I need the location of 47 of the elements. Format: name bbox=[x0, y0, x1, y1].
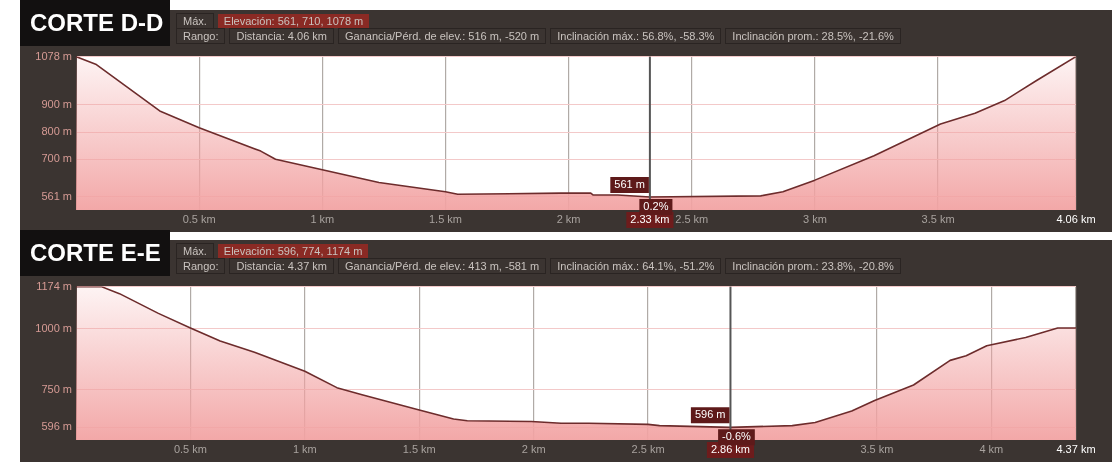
text: Inclinación prom.: 28.5%, -21.6% bbox=[725, 27, 901, 44]
text: Máx. bbox=[176, 242, 214, 259]
y-tick-label: 750 m bbox=[41, 382, 72, 395]
x-tick-label: 1.5 km bbox=[402, 442, 436, 455]
y-tick-label: 800 m bbox=[41, 125, 72, 138]
x-tick-label: 1.5 km bbox=[428, 212, 462, 225]
x-tick-label: 3 km bbox=[802, 212, 827, 225]
annotation: 0.2% bbox=[643, 200, 669, 212]
text: Distancia: 4.06 km bbox=[229, 27, 334, 44]
x-tick-label: 4 km bbox=[979, 442, 1004, 455]
text: Rango: bbox=[176, 257, 226, 274]
x-tick-label: 2 km bbox=[556, 212, 581, 225]
chart-title: CORTE E-E bbox=[20, 230, 170, 276]
text: Ganancia/Pérd. de elev.: 516 m, -520 m bbox=[337, 27, 547, 44]
x-tick-label: 2.5 km bbox=[631, 442, 665, 455]
x-tick-label: 4.37 km bbox=[1056, 442, 1096, 455]
annotation: -0.6% bbox=[722, 430, 752, 443]
text: Ganancia/Pérd. de elev.: 413 m, -581 m bbox=[337, 257, 547, 274]
y-tick-label: 1078 m bbox=[35, 49, 72, 62]
text: Elevación: 561, 710, 1078 m bbox=[217, 13, 370, 28]
text: Inclinación máx.: 56.8%, -58.3% bbox=[550, 27, 722, 44]
text: Elevación: 596, 774, 1174 m bbox=[217, 243, 369, 258]
x-tick-label: 2.5 km bbox=[675, 212, 709, 225]
x-tick-label: 4.06 km bbox=[1056, 212, 1096, 225]
ref-line-label: 2.33 km bbox=[630, 213, 670, 226]
y-tick-label: 1174 m bbox=[36, 279, 72, 292]
y-tick-label: 561 m bbox=[41, 190, 72, 202]
annotation: 596 m bbox=[694, 408, 726, 421]
x-tick-label: 1 km bbox=[310, 212, 335, 225]
text: Distancia: 4.37 km bbox=[229, 257, 334, 274]
ref-line-label: 2.86 km bbox=[710, 443, 751, 456]
y-tick-label: 1000 m bbox=[35, 322, 72, 334]
x-tick-label: 2 km bbox=[521, 442, 546, 455]
x-tick-label: 3.5 km bbox=[921, 212, 955, 225]
y-tick-label: 596 m bbox=[41, 420, 72, 433]
annotation: 561 m bbox=[614, 178, 645, 190]
chart-title: CORTE D-D bbox=[20, 0, 170, 46]
text: Rango: bbox=[176, 27, 226, 44]
y-tick-label: 900 m bbox=[41, 97, 72, 110]
text: Inclinación máx.: 64.1%, -51.2% bbox=[550, 257, 722, 274]
x-tick-label: 0.5 km bbox=[173, 442, 207, 455]
x-tick-label: 0.5 km bbox=[182, 212, 216, 225]
text: Máx. bbox=[176, 12, 214, 29]
y-tick-label: 700 m bbox=[41, 152, 72, 165]
text: Inclinación prom.: 23.8%, -20.8% bbox=[725, 257, 901, 274]
x-tick-label: 3.5 km bbox=[860, 442, 894, 455]
x-tick-label: 1 km bbox=[292, 442, 317, 455]
